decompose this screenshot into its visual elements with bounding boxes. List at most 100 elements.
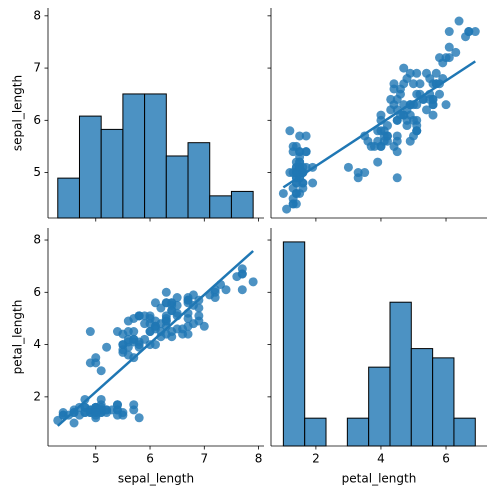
point	[237, 285, 247, 295]
point	[161, 313, 171, 323]
bar	[187, 142, 211, 219]
point	[85, 327, 95, 337]
point	[285, 126, 295, 136]
point	[291, 188, 301, 198]
point	[376, 110, 386, 120]
bar	[165, 155, 189, 219]
point	[248, 277, 258, 287]
x-axis-label: petal_length	[342, 472, 417, 486]
bar	[144, 93, 167, 219]
point	[373, 157, 383, 167]
bar	[432, 357, 455, 447]
point	[102, 342, 112, 352]
point	[178, 329, 188, 339]
point	[288, 141, 298, 151]
point	[408, 79, 418, 89]
bar	[100, 128, 124, 219]
bar	[230, 190, 254, 219]
point	[134, 413, 144, 423]
point	[308, 178, 318, 188]
x-tick-label: 8	[255, 452, 263, 466]
point	[454, 16, 464, 26]
point	[298, 162, 308, 172]
y-tick-label: 5	[33, 165, 41, 179]
regression-line	[282, 60, 476, 189]
bar	[389, 301, 412, 447]
point	[402, 115, 412, 125]
x-tick-label: 7	[200, 452, 208, 466]
point	[441, 100, 451, 110]
point	[123, 316, 133, 326]
y-tick-label: 4	[33, 337, 41, 351]
point	[183, 321, 193, 331]
point	[295, 152, 305, 162]
point	[379, 131, 389, 141]
point	[156, 303, 166, 313]
y-tick-label: 6	[33, 113, 41, 127]
x-tick-label: 6	[146, 452, 154, 466]
bar	[368, 366, 391, 447]
regression-line	[56, 250, 254, 427]
point	[80, 394, 90, 404]
point	[425, 94, 435, 104]
point	[386, 105, 396, 115]
x-tick-label: 5	[92, 452, 100, 466]
bar	[209, 195, 232, 219]
point	[96, 366, 106, 376]
point	[118, 410, 128, 420]
point	[96, 394, 106, 404]
point	[392, 173, 402, 183]
point	[435, 53, 445, 63]
bar	[453, 417, 476, 447]
point	[412, 68, 422, 78]
point	[421, 105, 431, 115]
point	[91, 358, 101, 368]
point	[194, 303, 204, 313]
bar	[410, 348, 434, 447]
point	[145, 319, 155, 329]
point	[451, 47, 461, 57]
point	[389, 84, 399, 94]
y-tick-label: 8	[33, 233, 41, 247]
point	[435, 89, 445, 99]
point	[431, 68, 441, 78]
point	[237, 269, 247, 279]
bar	[122, 93, 146, 219]
y-tick-label: 2	[33, 389, 41, 403]
point	[140, 311, 150, 321]
bar	[282, 241, 306, 447]
point	[444, 27, 454, 37]
bar	[57, 177, 80, 219]
point	[194, 311, 204, 321]
point	[399, 63, 409, 73]
point	[415, 79, 425, 89]
point	[129, 337, 139, 347]
x-tick-label: 2	[312, 452, 320, 466]
point	[376, 141, 386, 151]
point	[118, 347, 128, 357]
point	[288, 199, 298, 209]
point	[421, 68, 431, 78]
y-axis-label: petal_length	[11, 300, 25, 375]
point	[343, 162, 353, 172]
point	[167, 300, 177, 310]
x-axis-label: sepal_length	[118, 472, 194, 486]
point	[389, 141, 399, 151]
bar	[304, 417, 327, 447]
point	[360, 168, 370, 178]
point	[69, 418, 79, 428]
point	[428, 110, 438, 120]
y-tick-label: 6	[33, 285, 41, 299]
y-axis-label: sepal_length	[11, 75, 25, 151]
point	[301, 131, 311, 141]
point	[412, 121, 422, 131]
point	[464, 27, 474, 37]
x-tick-label: 4	[377, 452, 385, 466]
y-tick-label: 8	[33, 8, 41, 22]
point	[107, 405, 117, 415]
point	[80, 408, 90, 418]
point	[366, 141, 376, 151]
y-tick-label: 7	[33, 61, 41, 75]
point	[353, 168, 363, 178]
